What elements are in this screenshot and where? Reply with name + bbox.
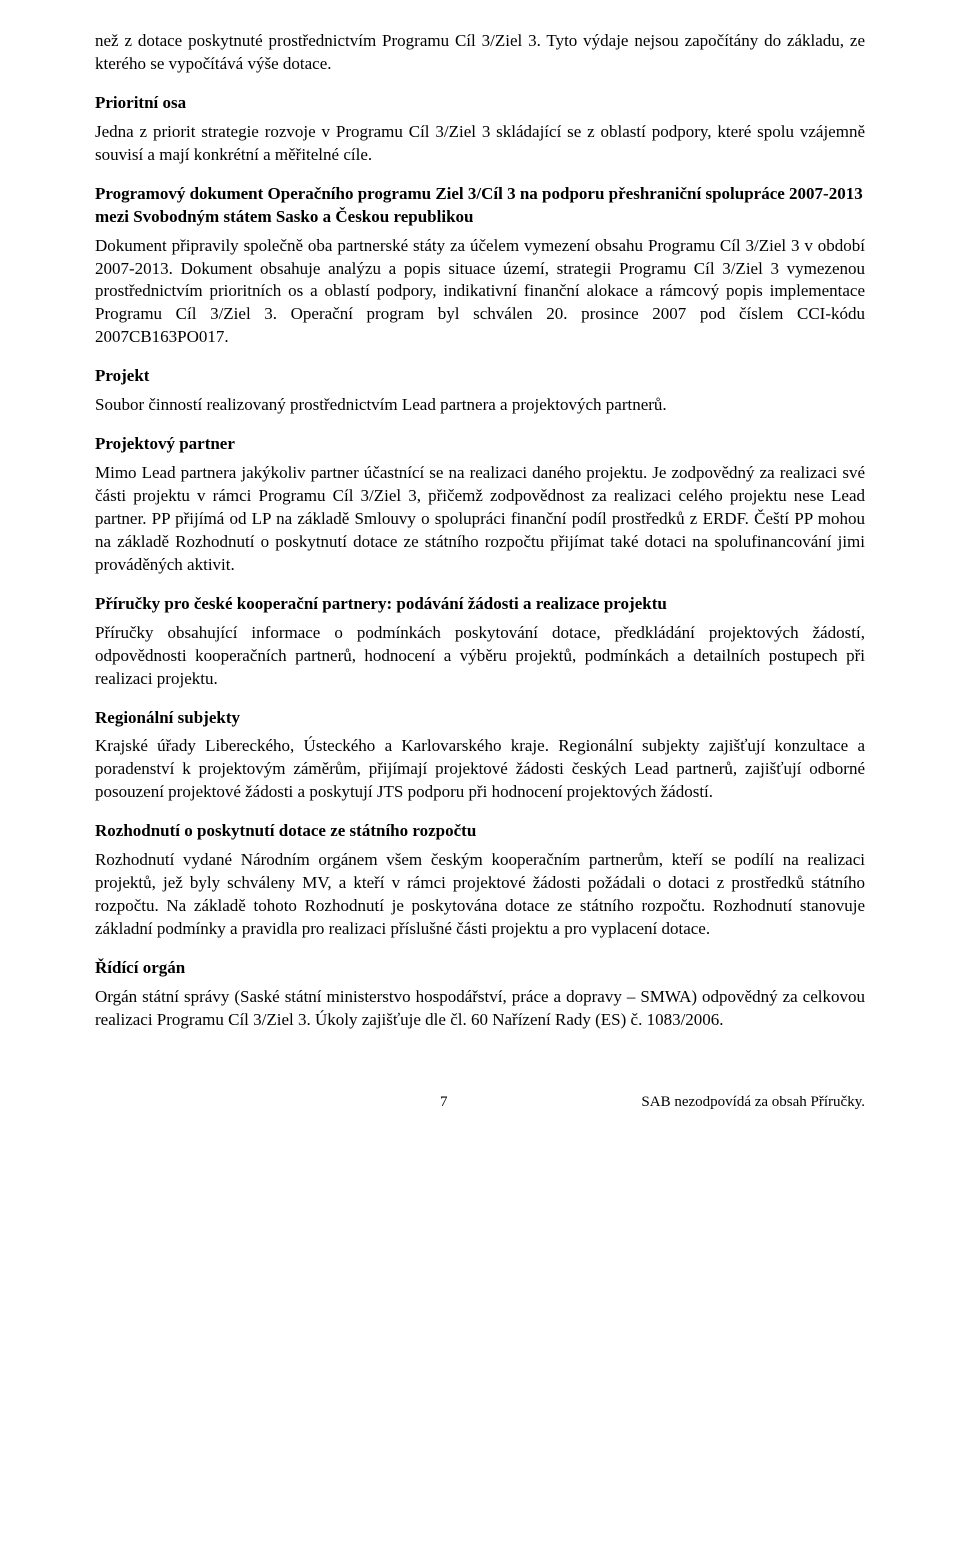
heading-projektovy-partner: Projektový partner <box>95 433 865 456</box>
body-regionalni-subjekty: Krajské úřady Libereckého, Ústeckého a K… <box>95 735 865 804</box>
body-rozhodnuti: Rozhodnutí vydané Národním orgánem všem … <box>95 849 865 941</box>
body-projektovy-partner: Mimo Lead partnera jakýkoliv partner úča… <box>95 462 865 577</box>
heading-programovy-dokument: Programový dokument Operačního programu … <box>95 183 865 229</box>
body-programovy-dokument: Dokument připravily společně oba partner… <box>95 235 865 350</box>
heading-regionalni-subjekty: Regionální subjekty <box>95 707 865 730</box>
page-footer: 7 SAB nezodpovídá za obsah Příručky. <box>95 1092 865 1112</box>
page-number: 7 <box>440 1092 448 1112</box>
intro-continuation: než z dotace poskytnuté prostřednictvím … <box>95 30 865 76</box>
body-ridici-organ: Orgán státní správy (Saské státní minist… <box>95 986 865 1032</box>
footer-note: SAB nezodpovídá za obsah Příručky. <box>448 1092 866 1112</box>
heading-prirucky: Příručky pro české kooperační partnery: … <box>95 593 865 616</box>
heading-prioritni-osa: Prioritní osa <box>95 92 865 115</box>
heading-ridici-organ: Řídící orgán <box>95 957 865 980</box>
heading-projekt: Projekt <box>95 365 865 388</box>
heading-rozhodnuti: Rozhodnutí o poskytnutí dotace ze státní… <box>95 820 865 843</box>
body-prioritni-osa: Jedna z priorit strategie rozvoje v Prog… <box>95 121 865 167</box>
body-prirucky: Příručky obsahující informace o podmínká… <box>95 622 865 691</box>
body-projekt: Soubor činností realizovaný prostřednict… <box>95 394 865 417</box>
